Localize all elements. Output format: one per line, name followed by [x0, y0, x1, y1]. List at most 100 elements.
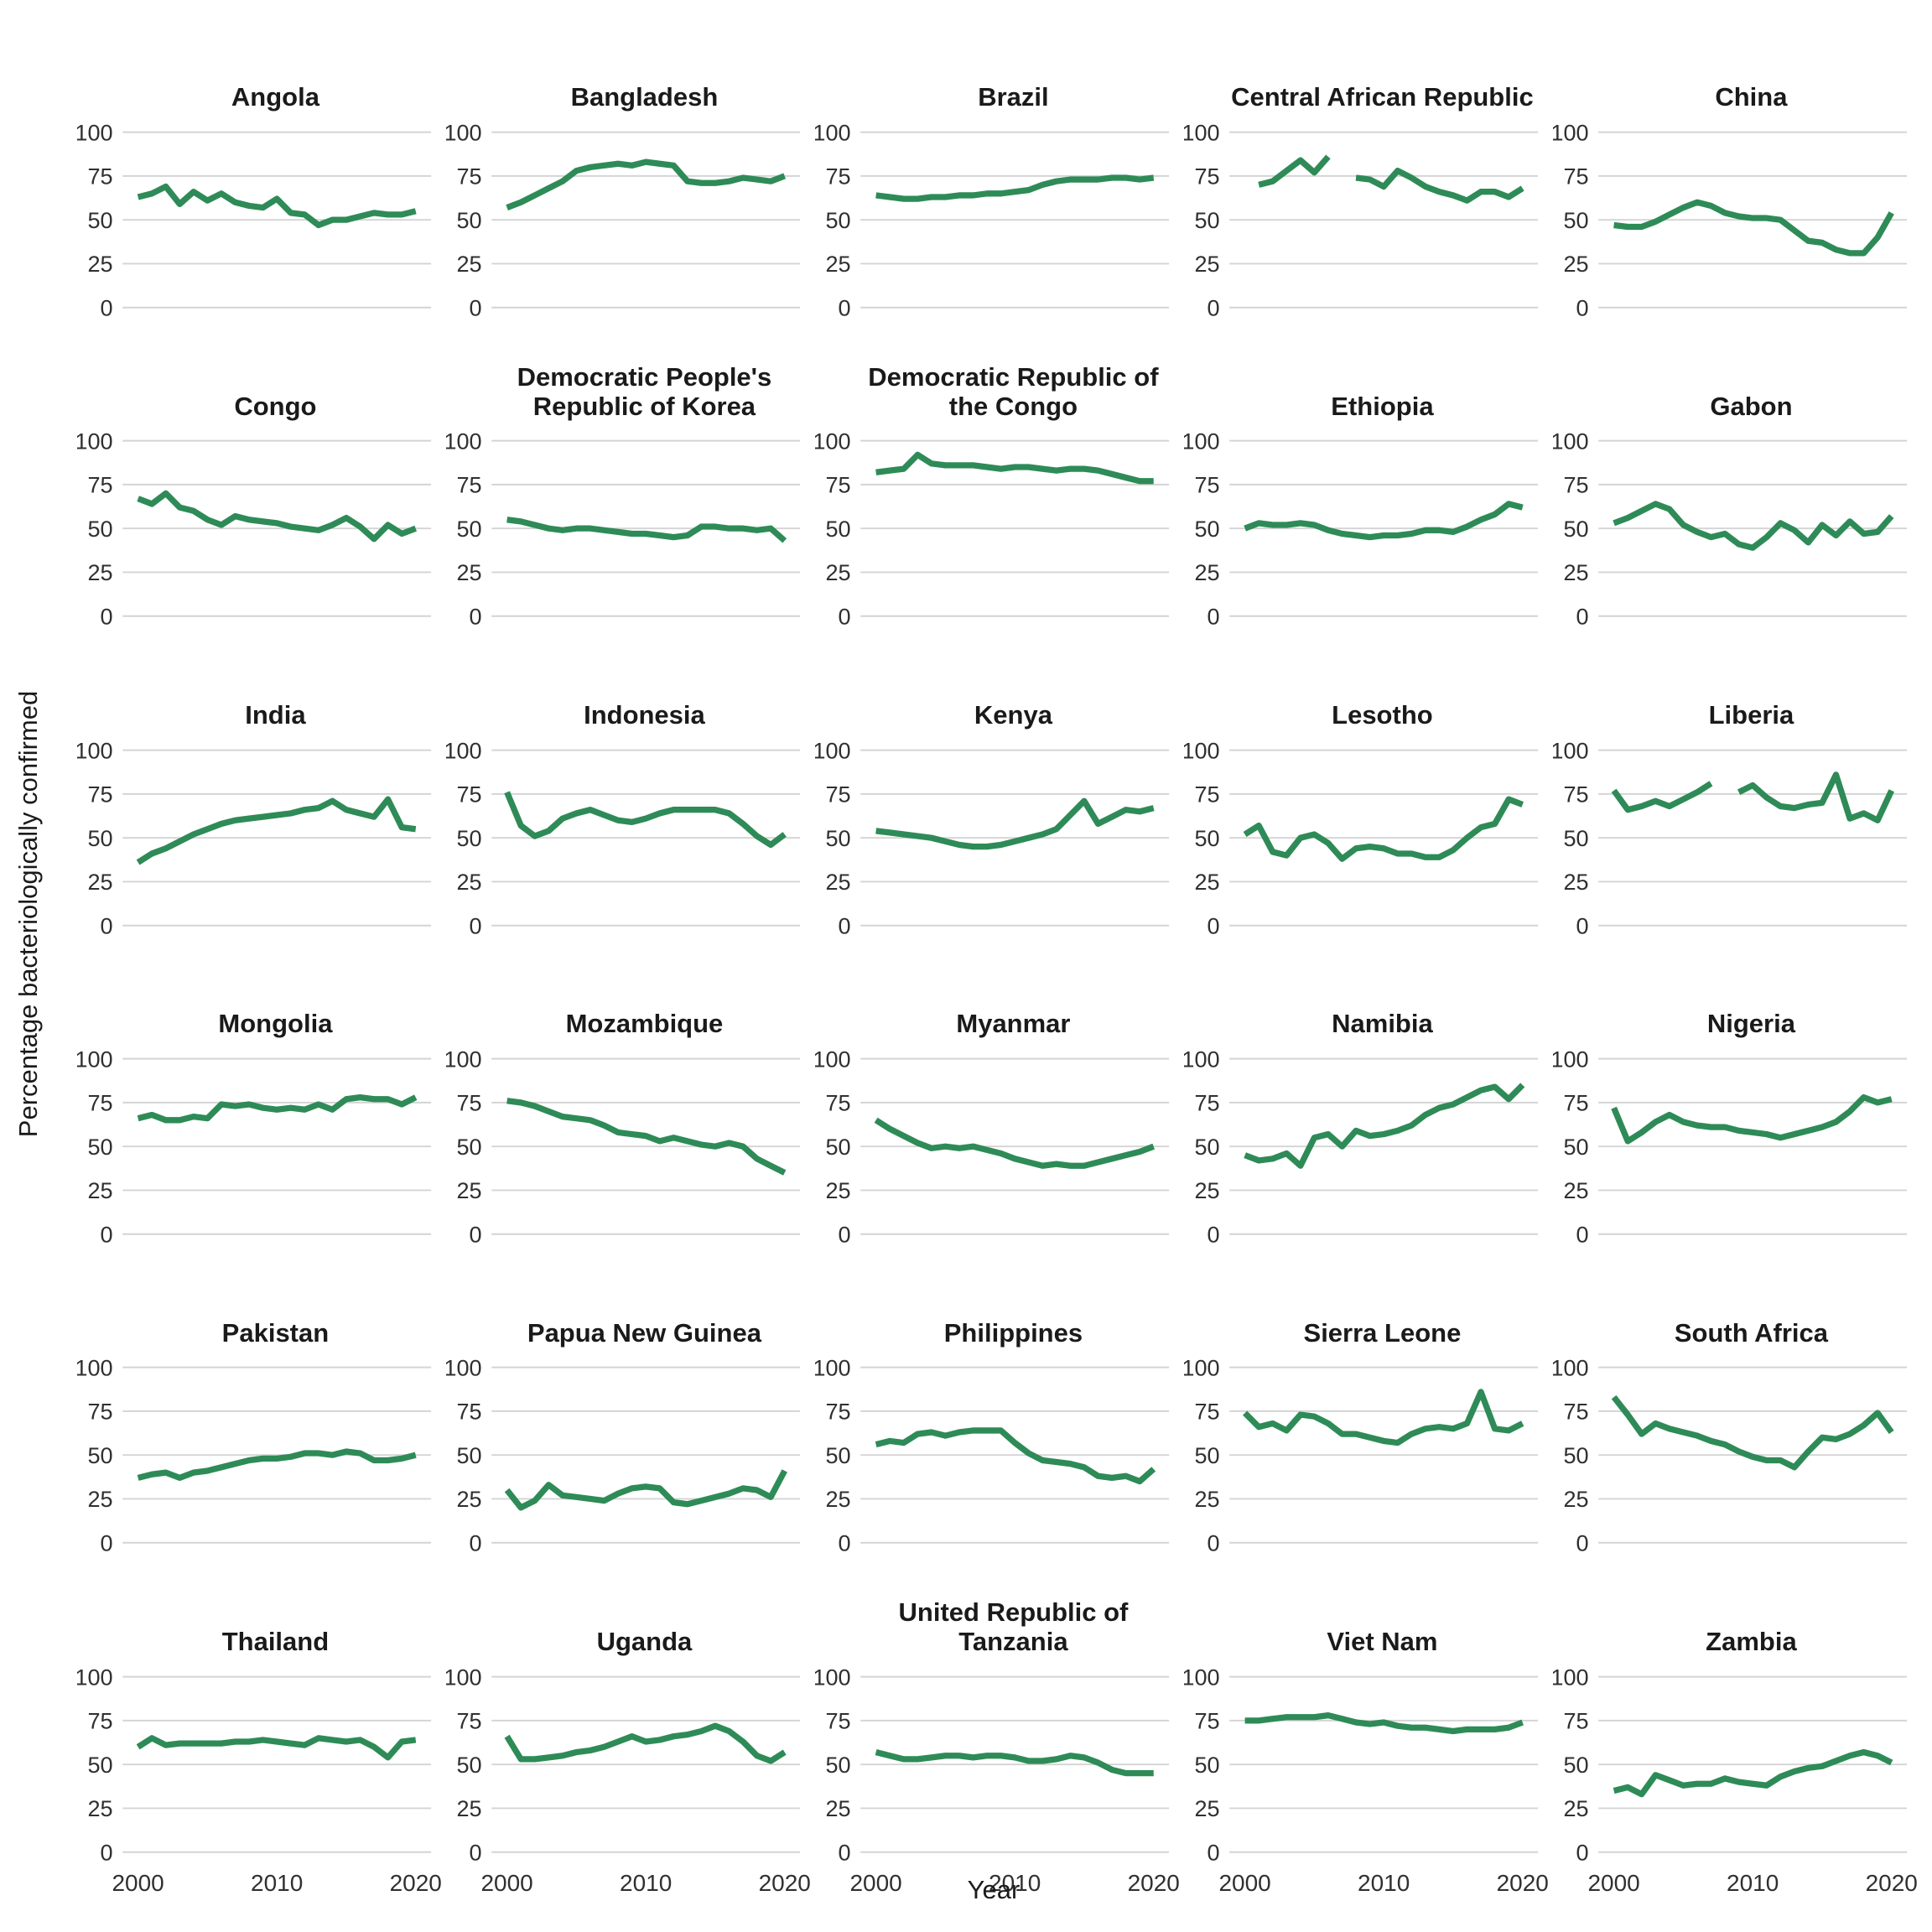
- y-tick-label: 0: [1208, 1530, 1220, 1553]
- y-tick-label: 100: [77, 1667, 113, 1690]
- y-tick-label: 50: [87, 207, 112, 233]
- data-line: [137, 1094, 418, 1124]
- y-tick-label: 0: [101, 912, 113, 935]
- facet-title: India: [245, 700, 306, 730]
- line-chart-svg: 0 25 50 75 100: [1553, 1049, 1908, 1244]
- y-tick-label: 100: [1553, 122, 1589, 145]
- line-chart-svg: 0 25 50 75 100: [77, 431, 432, 626]
- y-tick-label: 0: [1576, 912, 1589, 935]
- line-chart-svg: 0 25 50 75 100: [77, 1667, 432, 1862]
- facet-panel-south-africa: South Africa 0 25 50 75 100: [1553, 1272, 1910, 1553]
- data-line: [1737, 771, 1895, 823]
- y-tick-label: 100: [815, 740, 851, 763]
- y-tick-label: 75: [1194, 1399, 1219, 1425]
- y-tick-label: 0: [1208, 604, 1220, 626]
- facet-panel-zambia: Zambia 0 25 50 75 100 2000 2010 2020: [1553, 1581, 1918, 1903]
- facet-panel-gabon: Gabon 0 25 50 75 100: [1553, 345, 1910, 626]
- y-tick-label: 0: [101, 1839, 113, 1862]
- data-line: [1244, 501, 1524, 541]
- line-chart-svg: 0 25 50 75 100: [1553, 122, 1908, 317]
- facet-title: Lesotho: [1332, 700, 1433, 730]
- x-tick-label: 2020: [1496, 1870, 1549, 1897]
- data-line: [136, 1734, 417, 1761]
- y-tick-label: 75: [825, 1707, 850, 1733]
- y-tick-label: 0: [1576, 294, 1589, 317]
- facet-panel-namibia: Namibia 0 25 50 75 100: [1184, 963, 1541, 1244]
- data-line: [875, 1748, 1154, 1777]
- facet-panel-nigeria: Nigeria 0 25 50 75 100: [1553, 963, 1910, 1244]
- facet-title: Indonesia: [584, 700, 705, 730]
- data-line: [504, 791, 787, 848]
- y-tick-label: 50: [1194, 207, 1219, 233]
- data-line: [506, 158, 787, 210]
- y-tick-label: 100: [815, 431, 851, 454]
- data-line: [875, 797, 1155, 849]
- line-chart-svg: 0 25 50 75 100: [77, 740, 432, 935]
- facet-panel-viet-nam: Viet Nam 0 25 50 75 100 2000 2010 2020: [1184, 1581, 1549, 1903]
- y-tick-label: 100: [446, 122, 482, 145]
- line-chart-svg: 0 25 50 75 100: [446, 740, 801, 935]
- x-tick-label: 2020: [389, 1870, 442, 1897]
- y-tick-label: 50: [825, 1442, 850, 1468]
- y-tick-label: 25: [1563, 869, 1588, 895]
- x-tick-label: 2020: [758, 1870, 811, 1897]
- data-line: [875, 452, 1154, 485]
- data-line: [137, 491, 418, 543]
- y-tick-label: 100: [77, 431, 113, 454]
- data-line: [1613, 1748, 1893, 1798]
- y-tick-label: 75: [1563, 781, 1588, 807]
- facet-title: Democratic Republic of the Congo: [868, 361, 1159, 421]
- line-chart-svg: 0 25 50 75 100: [815, 1667, 1170, 1862]
- line-chart-svg: 0 25 50 75 100: [446, 431, 801, 626]
- line-chart-svg: 0 25 50 75 100: [1553, 1358, 1908, 1553]
- y-tick-label: 25: [87, 1795, 112, 1821]
- facet-panel-brazil: Brazil 0 25 50 75 100: [815, 37, 1172, 317]
- y-tick-label: 0: [1576, 1839, 1589, 1862]
- y-tick-label: 75: [87, 1707, 112, 1733]
- facet-panel-ethiopia: Ethiopia 0 25 50 75 100: [1184, 345, 1541, 626]
- y-tick-label: 75: [825, 472, 850, 498]
- y-tick-label: 0: [839, 1222, 851, 1244]
- facet-panel-angola: Angola 0 25 50 75 100: [77, 37, 434, 317]
- y-tick-label: 50: [1194, 825, 1219, 851]
- y-tick-label: 75: [1194, 164, 1219, 190]
- line-chart-svg: 0 25 50 75 100: [1184, 1049, 1539, 1244]
- y-tick-label: 50: [1194, 1134, 1219, 1160]
- x-tick-label: 2010: [989, 1870, 1041, 1897]
- line-chart-svg: 0 25 50 75 100: [77, 1049, 432, 1244]
- y-tick-label: 100: [77, 1358, 113, 1380]
- facet-panel-philippines: Philippines 0 25 50 75 100: [815, 1272, 1172, 1553]
- y-tick-label: 25: [825, 1177, 850, 1203]
- line-chart-svg: 0 25 50 75 100: [1184, 740, 1539, 935]
- y-tick-label: 75: [1194, 1090, 1219, 1116]
- x-axis-label: Year: [967, 1875, 1021, 1904]
- facet-title: United Republic of Tanzania: [898, 1597, 1129, 1657]
- y-tick-label: 75: [825, 781, 850, 807]
- facet-panel-sierra-leone: Sierra Leone 0 25 50 75 100: [1184, 1272, 1541, 1553]
- y-tick-label: 50: [87, 825, 112, 851]
- x-tick-label: 2020: [1865, 1870, 1918, 1897]
- x-tick-label: 2010: [620, 1870, 673, 1897]
- facet-panel-lesotho: Lesotho 0 25 50 75 100: [1184, 655, 1541, 935]
- x-axis: 2000 2010 2020: [815, 1862, 1179, 1903]
- facet-title: Liberia: [1708, 700, 1794, 730]
- facet-title: China: [1715, 82, 1788, 112]
- line-chart-svg: 0 25 50 75 100: [1184, 122, 1539, 317]
- y-tick-label: 75: [456, 472, 481, 498]
- y-tick-label: 100: [815, 1049, 851, 1072]
- y-tick-label: 50: [825, 1134, 850, 1160]
- data-line: [1258, 154, 1331, 188]
- y-tick-label: 75: [825, 164, 850, 190]
- y-tick-label: 50: [1563, 1752, 1588, 1778]
- data-line: [875, 1427, 1156, 1485]
- y-tick-label: 50: [825, 1752, 850, 1778]
- y-tick-label: 50: [825, 516, 850, 542]
- facet-panel-uganda: Uganda 0 25 50 75 100 2000 2010 2020: [446, 1581, 811, 1903]
- line-chart-svg: 0 25 50 75 100: [1184, 431, 1539, 626]
- x-tick-label: 2000: [112, 1870, 164, 1897]
- x-tick-label: 2010: [1727, 1870, 1779, 1897]
- y-tick-label: 75: [1194, 1707, 1219, 1733]
- facet-title: Viet Nam: [1327, 1627, 1438, 1657]
- data-line: [1611, 780, 1713, 813]
